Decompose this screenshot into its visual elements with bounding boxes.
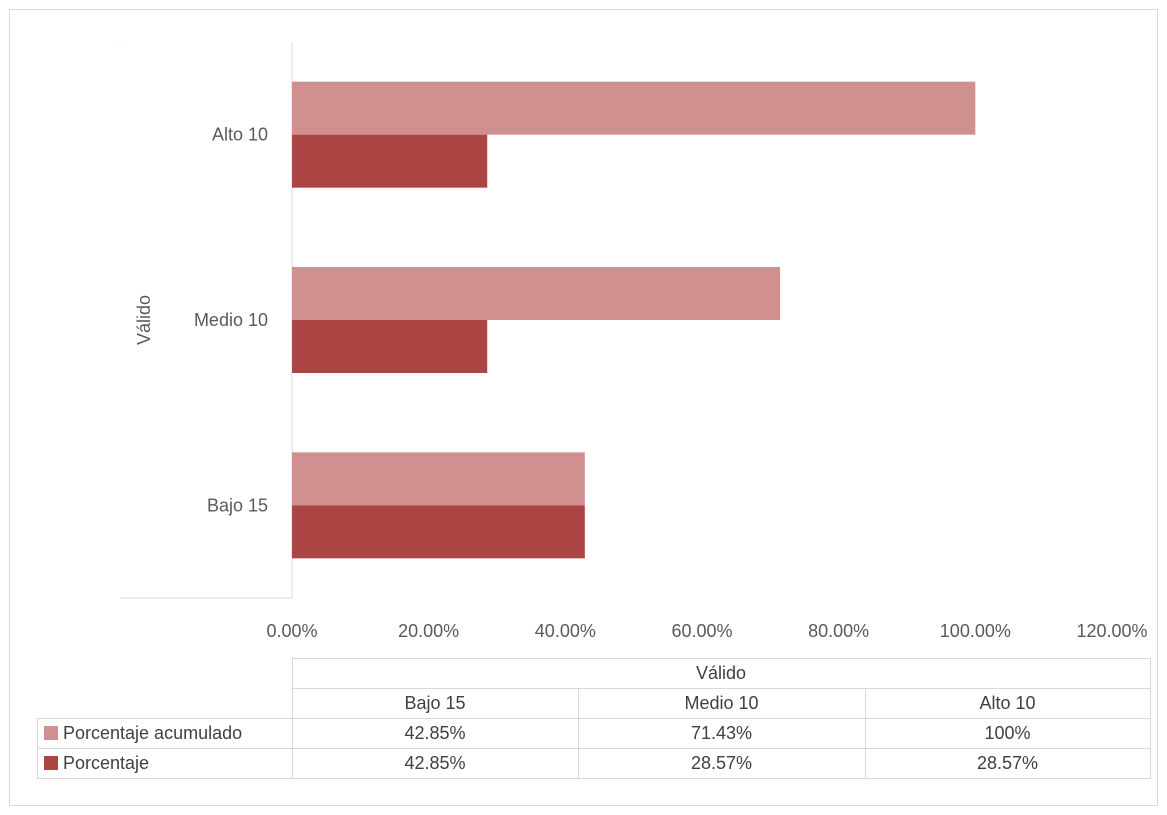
table-cell: 28.57% — [864, 748, 1151, 779]
x-tick-label: 100.00% — [940, 621, 1011, 641]
bar-porcentaje-2 — [292, 134, 488, 188]
data-table: Válido Bajo 15 Medio 10 Alto 10 Porcenta… — [37, 658, 1151, 779]
x-tick-label: 80.00% — [808, 621, 869, 641]
table-header-row: Bajo 15 Medio 10 Alto 10 — [38, 688, 1151, 719]
table-col-header: Bajo 15 — [291, 688, 579, 719]
table-cell: 42.85% — [291, 748, 579, 779]
table-cell: 71.43% — [577, 718, 866, 749]
table-col-header: Medio 10 — [577, 688, 866, 719]
bar-acumulado-0 — [292, 452, 585, 506]
bar-porcentaje-1 — [292, 320, 488, 373]
legend-label: Porcentaje acumulado — [63, 723, 243, 743]
table-header-group-row: Válido — [38, 658, 1151, 689]
bar-porcentaje-0 — [292, 505, 585, 559]
x-tick-label: 60.00% — [671, 621, 732, 641]
group-axis-label: Válido — [134, 295, 154, 345]
legend-swatch — [44, 726, 58, 740]
x-tick-label: 0.00% — [266, 621, 317, 641]
category-label: Bajo 15 — [207, 495, 268, 515]
table-cell: 28.57% — [577, 748, 866, 779]
table-group-header: Válido — [291, 658, 1151, 689]
bar-acumulado-1 — [292, 267, 781, 320]
x-tick-label: 40.00% — [535, 621, 596, 641]
table-row: Porcentaje acumulado 42.85% 71.43% 100% — [37, 718, 1151, 749]
table-row: Porcentaje 42.85% 28.57% 28.57% — [37, 748, 1151, 779]
category-label: Alto 10 — [212, 125, 268, 145]
category-label: Medio 10 — [194, 310, 268, 330]
legend-label: Porcentaje — [63, 753, 150, 773]
x-tick-label: 120.00% — [1076, 621, 1147, 641]
chart-frame — [9, 9, 1158, 806]
table-cell: 100% — [864, 718, 1151, 749]
x-tick-labels: 0.00% 20.00% 40.00% 60.00% 80.00% 100.00% 120.… — [266, 621, 1147, 641]
legend-swatch — [44, 756, 58, 770]
x-tick-label: 20.00% — [398, 621, 459, 641]
table-col-header: Alto 10 — [864, 688, 1151, 719]
legend-entry-acumulado: Porcentaje acumulado — [37, 718, 293, 749]
category-labels: Bajo 15 Medio 10 Alto 10 — [194, 125, 268, 516]
legend-entry-porcentaje: Porcentaje — [37, 748, 293, 779]
bar-acumulado-2 — [292, 81, 976, 135]
table-cell: 42.85% — [291, 718, 579, 749]
bars-group — [292, 81, 976, 559]
